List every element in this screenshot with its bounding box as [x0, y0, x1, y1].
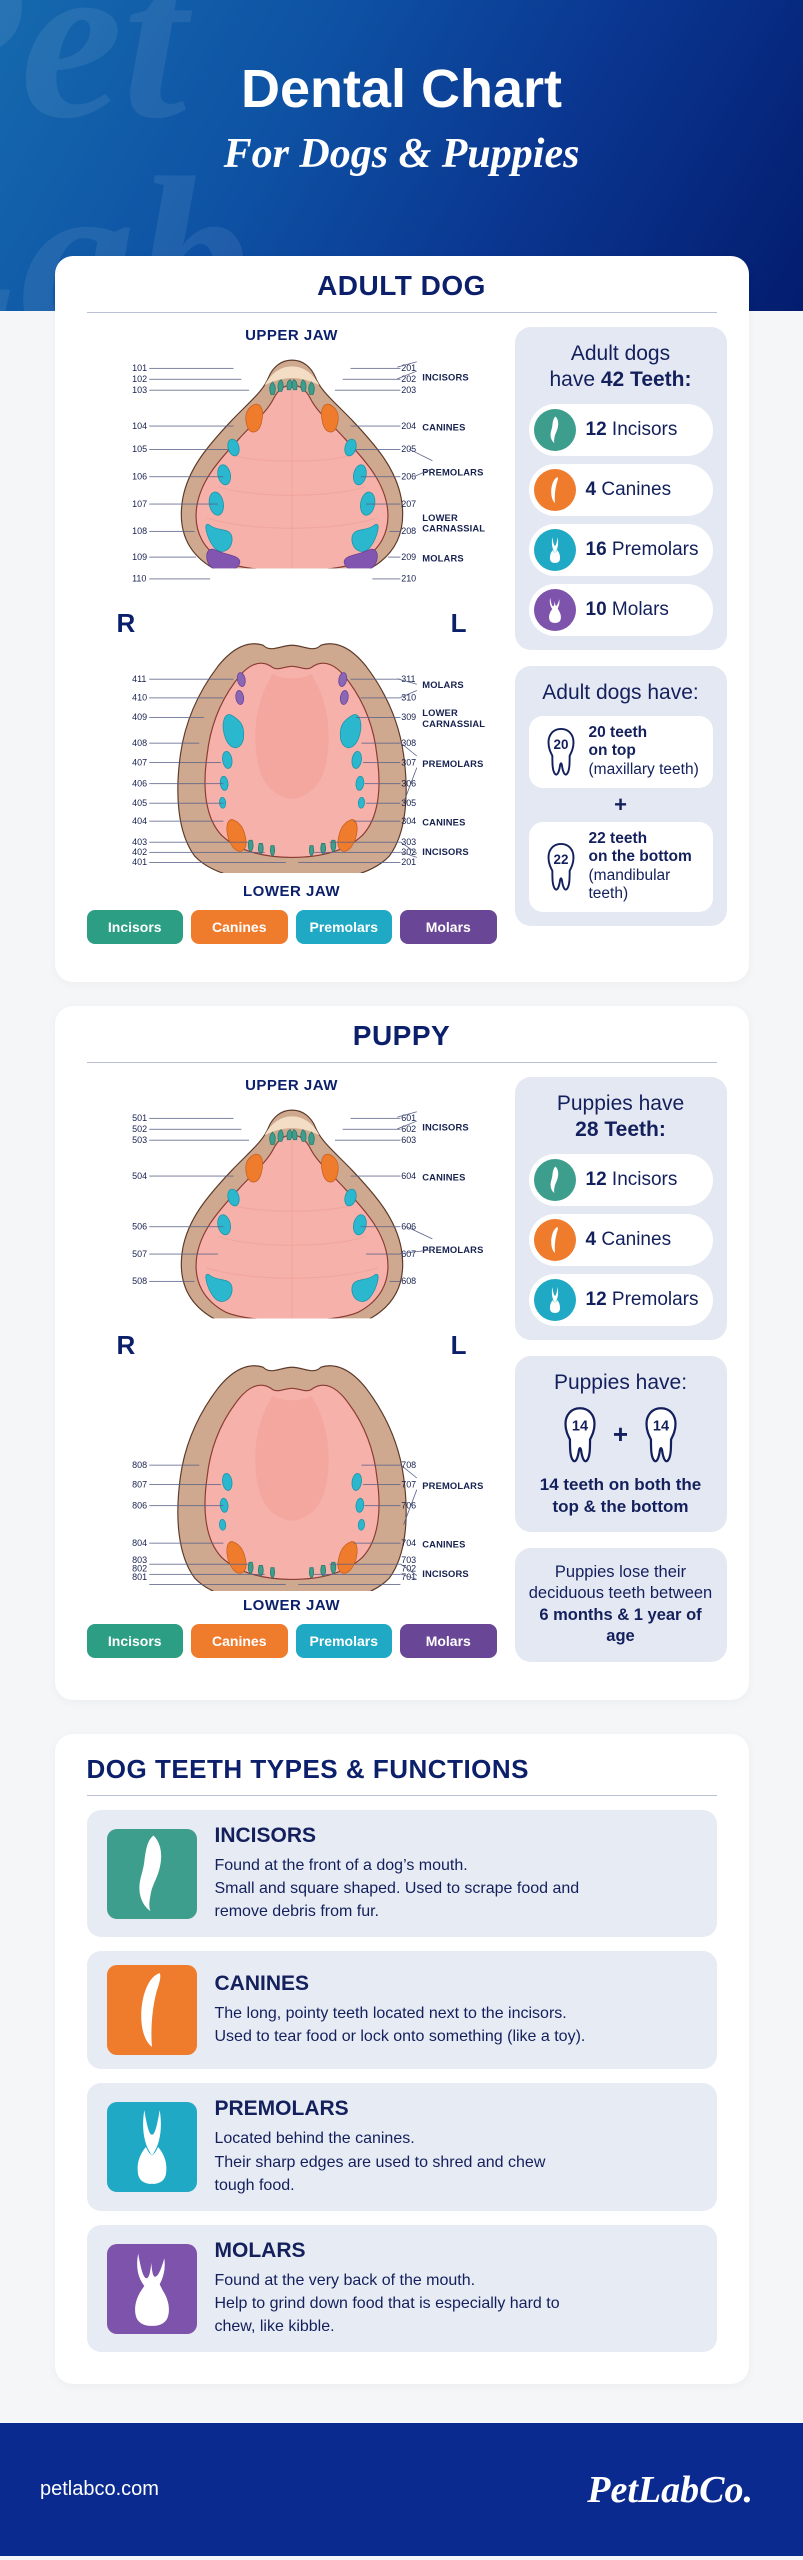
svg-text:14: 14	[653, 1418, 669, 1434]
svg-text:20: 20	[553, 737, 568, 752]
svg-text:14: 14	[572, 1418, 588, 1434]
svg-text:22: 22	[553, 852, 568, 867]
